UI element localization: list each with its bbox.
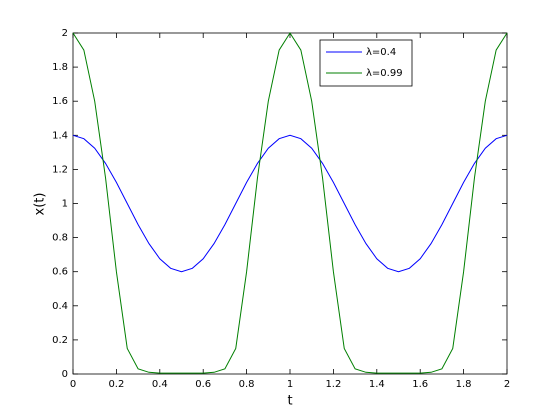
x-tick-label: 0.6	[195, 379, 211, 390]
x-tick-label: 0.4	[152, 379, 168, 390]
data-line	[72, 134, 508, 273]
x-tick-label: 1	[287, 379, 293, 390]
y-tick-label: 0	[62, 369, 68, 380]
y-tick-label: 0.4	[52, 301, 68, 312]
y-tick-label: 0.8	[52, 233, 68, 244]
x-tick-label: 1.6	[412, 379, 428, 390]
y-tick-label: 2	[62, 28, 68, 39]
x-tick-label: 0	[70, 379, 76, 390]
y-tick-label: 0.2	[52, 335, 68, 346]
x-tick-label: 2	[504, 379, 510, 390]
y-tick-label: 0.6	[52, 267, 68, 278]
x-tick-label: 1.4	[369, 379, 385, 390]
y-axis-label: x(t)	[33, 193, 48, 216]
plot-area	[72, 32, 508, 375]
data-line	[72, 32, 508, 374]
x-tick-label: 1.8	[456, 379, 472, 390]
x-tick-label: 0.8	[239, 379, 255, 390]
y-tick-label: 1.2	[52, 164, 68, 175]
legend-label: λ=0.4	[366, 47, 396, 58]
x-tick-label: 1.2	[325, 379, 341, 390]
y-tick-label: 1.6	[52, 96, 68, 107]
x-axis-label: t	[287, 394, 292, 409]
legend-label: λ=0.99	[366, 68, 403, 79]
y-tick-label: 1.4	[52, 130, 68, 141]
y-tick-label: 1.8	[52, 62, 68, 73]
y-tick-label: 1	[62, 199, 68, 210]
x-tick-label: 0.2	[108, 379, 124, 390]
legend-box	[319, 39, 413, 87]
